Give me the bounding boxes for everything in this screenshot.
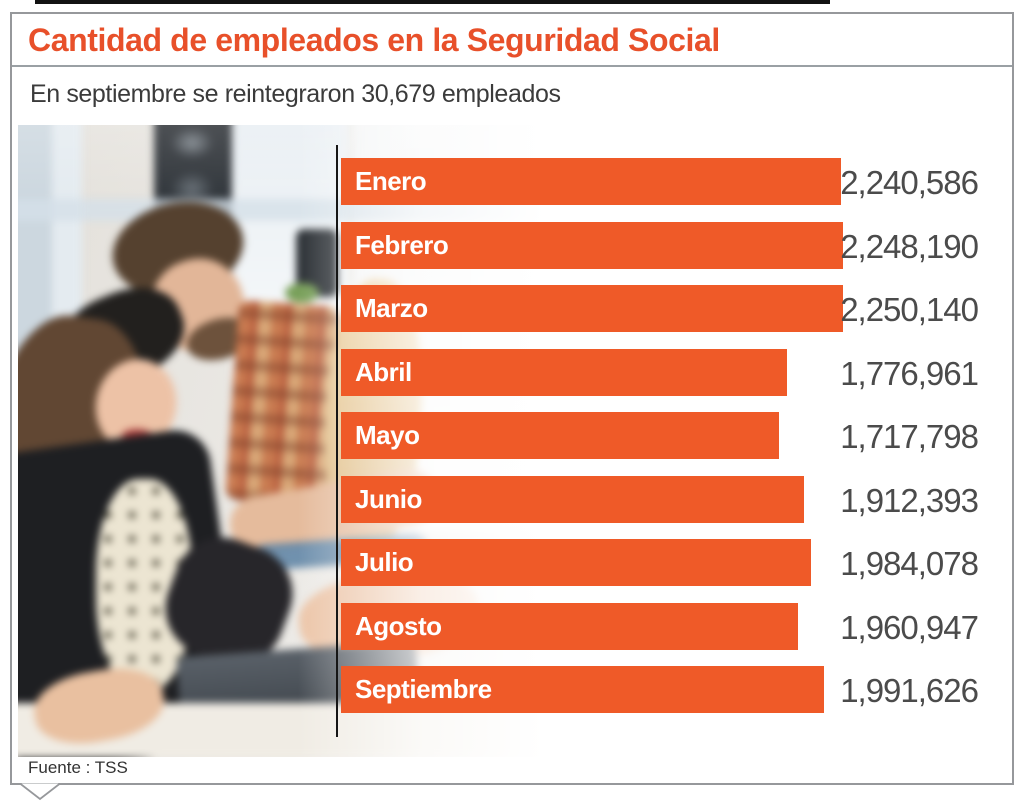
bars-rows: Enero 2,240,586 Febrero 2,248,190 Marzo 2,250… (341, 158, 979, 713)
bar-enero: Enero (341, 158, 841, 205)
bar-row: Febrero 2,248,190 (341, 221, 979, 269)
bar-julio: Julio (341, 539, 811, 586)
bar-row: Junio 1,912,393 (341, 475, 979, 523)
bar-mayo: Mayo (341, 412, 779, 459)
bar-row: Enero 2,240,586 (341, 158, 979, 205)
bar-row: Julio 1,984,078 (341, 539, 979, 586)
bar-marzo: Marzo (341, 285, 843, 332)
chart-subtitle: En septiembre se reintegraron 30,679 emp… (30, 80, 561, 108)
bar-label: Agosto (355, 610, 442, 641)
bar-label: Febrero (355, 229, 449, 260)
bar-row: Abril 1,776,961 (341, 348, 979, 396)
bar-value: 1,776,961 (840, 354, 979, 392)
page-title: Cantidad de empleados en la Seguridad So… (28, 22, 720, 58)
bar-septiembre: Septiembre (341, 666, 824, 713)
bar-row: Marzo 2,250,140 (341, 285, 979, 332)
bar-label: Junio (355, 483, 422, 514)
bar-value: 1,912,393 (840, 481, 979, 519)
bar-row: Septiembre 1,991,626 (341, 666, 979, 713)
bar-value: 1,717,798 (840, 418, 979, 455)
bar-row: Agosto 1,960,947 (341, 602, 979, 650)
bar-label: Marzo (355, 293, 428, 323)
bar-value: 1,960,947 (840, 608, 979, 646)
bar-value: 2,240,586 (840, 164, 979, 201)
bar-label: Julio (355, 547, 414, 577)
chart-axis-line (336, 145, 338, 737)
top-accent-bar (35, 0, 830, 4)
bar-febrero: Febrero (341, 221, 843, 269)
bar-value: 1,991,626 (840, 672, 979, 709)
bar-value: 2,248,190 (840, 227, 979, 265)
bar-junio: Junio (341, 475, 804, 523)
bar-label: Abril (355, 356, 412, 387)
bar-abril: Abril (341, 348, 787, 396)
bar-value: 2,250,140 (840, 291, 979, 328)
bar-label: Septiembre (355, 674, 492, 704)
bar-row: Mayo 1,717,798 (341, 412, 979, 459)
title-divider (12, 65, 1012, 67)
source-credit: Fuente : TSS (28, 758, 128, 777)
bar-label: Mayo (355, 420, 420, 450)
callout-notch (19, 783, 61, 801)
bar-agosto: Agosto (341, 602, 798, 650)
bar-value: 1,984,078 (840, 545, 979, 582)
bar-label: Enero (355, 166, 427, 196)
